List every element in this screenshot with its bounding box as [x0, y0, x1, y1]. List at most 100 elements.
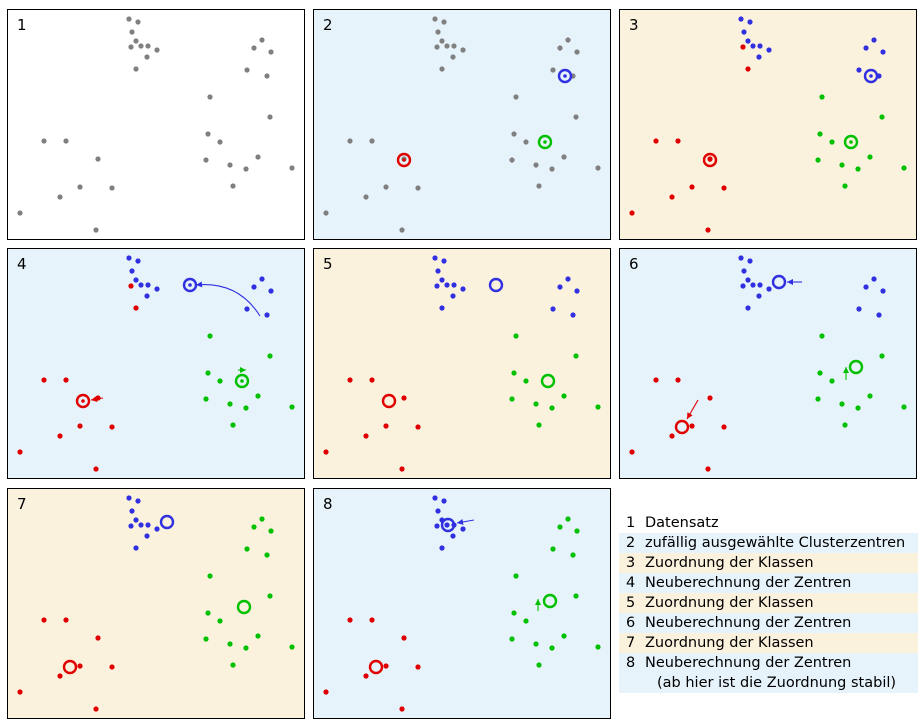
- legend-number: 7: [626, 635, 636, 651]
- legend: 1 Datensatz 2 zufällig ausgewählte Cluster…: [619, 513, 918, 693]
- data-point: [268, 528, 274, 534]
- panel-step-4: 4: [7, 248, 305, 479]
- data-point: [901, 165, 907, 171]
- data-point: [128, 523, 134, 529]
- data-point: [289, 404, 295, 410]
- legend-row: 8 Neuberechnung der Zentren: [619, 653, 918, 673]
- data-point: [867, 154, 873, 160]
- data-point: [450, 54, 456, 60]
- data-point: [95, 635, 101, 641]
- data-point: [689, 184, 695, 190]
- panel-plot: [629, 255, 907, 472]
- data-point: [629, 449, 635, 455]
- cluster-center: [848, 359, 864, 375]
- data-point: [839, 401, 845, 407]
- data-point: [513, 573, 519, 579]
- data-point: [863, 284, 869, 290]
- cluster-center: [843, 134, 859, 150]
- data-point: [867, 393, 873, 399]
- data-point: [432, 495, 438, 501]
- data-point: [595, 165, 601, 171]
- data-point: [251, 524, 257, 530]
- data-point: [451, 282, 457, 288]
- data-point: [740, 283, 746, 289]
- legend-row: 7 Zuordnung der Klassen: [619, 633, 918, 653]
- data-point: [745, 277, 751, 283]
- data-point: [721, 424, 727, 430]
- data-point: [264, 312, 270, 318]
- data-point: [251, 284, 257, 290]
- legend-row: 5 Zuordnung der Klassen: [619, 593, 918, 613]
- legend-row: 4 Neuberechnung der Zentren: [619, 573, 918, 593]
- data-point: [871, 37, 877, 43]
- data-point: [550, 306, 556, 312]
- data-point: [133, 517, 139, 523]
- data-point: [154, 286, 160, 292]
- panel-number: 2: [323, 16, 333, 34]
- data-point: [855, 166, 861, 172]
- data-point: [230, 662, 236, 668]
- data-point: [509, 157, 515, 163]
- data-point: [243, 645, 249, 651]
- data-point: [128, 44, 134, 50]
- data-point: [740, 44, 746, 50]
- data-point: [439, 305, 445, 311]
- cluster-center: [62, 659, 78, 675]
- data-point: [738, 16, 744, 22]
- data-point: [435, 508, 441, 514]
- data-point: [126, 16, 132, 22]
- data-point: [523, 139, 529, 145]
- data-point: [434, 44, 440, 50]
- data-point: [347, 617, 353, 623]
- cluster-center: [540, 373, 556, 389]
- panel-plot: [629, 16, 907, 233]
- data-point: [549, 645, 555, 651]
- data-point: [880, 288, 886, 294]
- data-point: [815, 157, 821, 163]
- data-point: [741, 268, 747, 274]
- data-point: [227, 641, 233, 647]
- data-point: [536, 183, 542, 189]
- data-point: [705, 227, 711, 233]
- cluster-center-dot: [81, 399, 85, 403]
- data-point: [460, 286, 466, 292]
- data-point: [523, 618, 529, 624]
- data-point: [135, 19, 141, 25]
- data-point: [573, 593, 579, 599]
- legend-number: 8: [626, 655, 636, 671]
- legend-number: 3: [626, 555, 636, 571]
- data-point: [747, 258, 753, 264]
- data-point: [757, 43, 763, 49]
- data-point: [415, 185, 421, 191]
- data-point: [669, 433, 675, 439]
- data-point: [829, 378, 835, 384]
- data-point: [675, 377, 681, 383]
- data-point: [439, 38, 445, 44]
- legend-text: Neuberechnung der Zentren: [645, 575, 852, 591]
- data-point: [561, 154, 567, 160]
- cluster-center: [537, 134, 553, 150]
- data-point: [109, 424, 115, 430]
- data-point: [435, 29, 441, 35]
- data-point: [399, 466, 405, 472]
- data-point: [876, 312, 882, 318]
- data-point: [435, 268, 441, 274]
- panel-number: 5: [323, 255, 333, 273]
- data-point: [401, 395, 407, 401]
- data-point: [705, 466, 711, 472]
- data-point: [570, 552, 576, 558]
- data-point: [133, 545, 139, 551]
- data-point: [511, 131, 517, 137]
- panel-plot: [323, 16, 601, 233]
- data-point: [750, 43, 756, 49]
- arrow-head: [687, 412, 693, 419]
- data-point: [264, 552, 270, 558]
- data-point: [129, 508, 135, 514]
- movement-arrow: [195, 284, 261, 317]
- legend-text: Zuordnung der Klassen: [645, 595, 814, 611]
- cluster-center: [75, 393, 91, 409]
- data-point: [129, 268, 135, 274]
- data-point: [432, 255, 438, 261]
- data-point: [533, 641, 539, 647]
- data-point: [573, 353, 579, 359]
